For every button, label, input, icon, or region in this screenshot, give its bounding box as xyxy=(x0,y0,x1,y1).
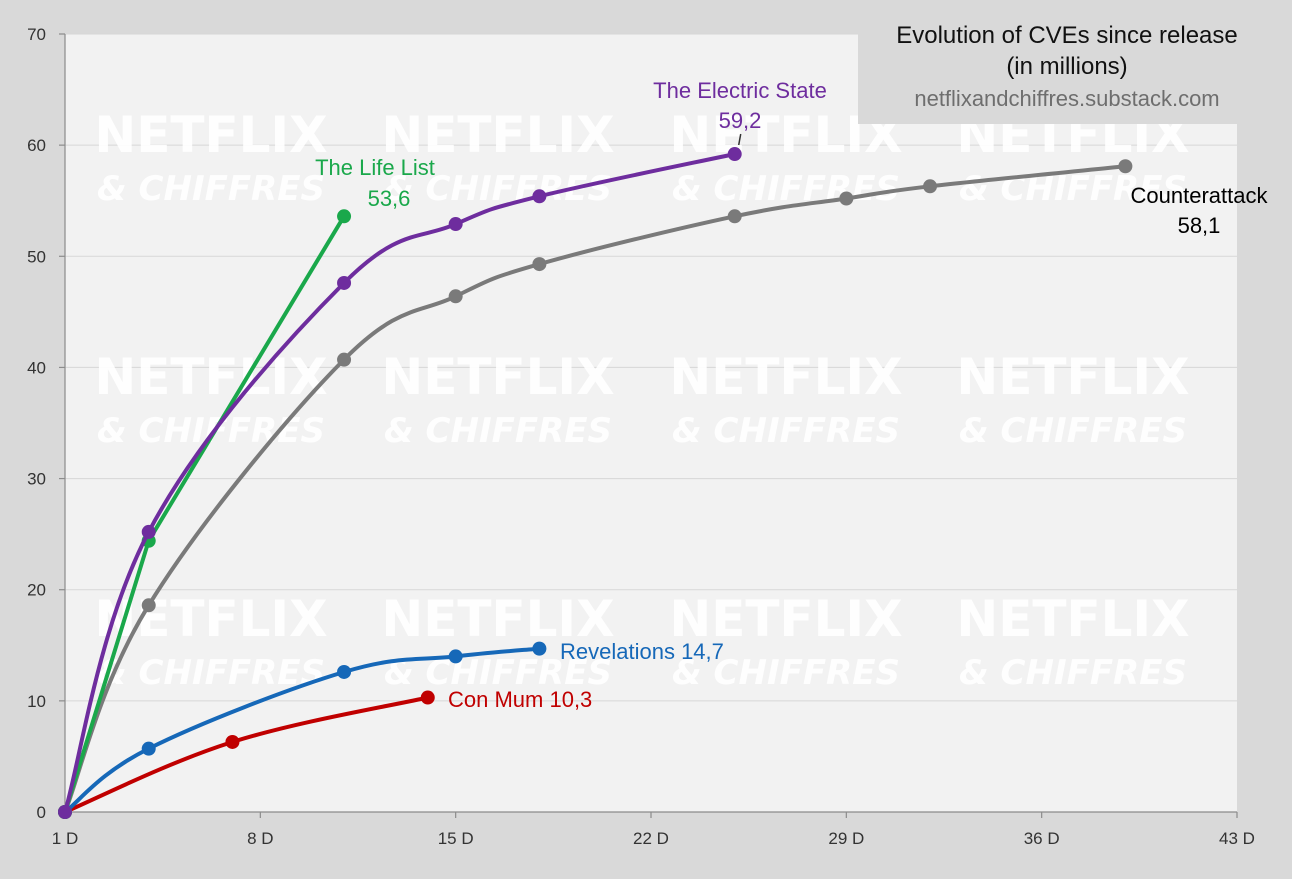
series-label-the-life-list-1: 53,6 xyxy=(368,186,411,211)
data-point-the-electric-state-5 xyxy=(727,147,742,162)
watermark-chiffres-2-3: & CHIFFRES xyxy=(959,653,1187,693)
x-tick-label-8: 8 D xyxy=(247,829,273,848)
watermark-netflix-1-1: NETFLIX xyxy=(381,348,614,406)
watermark-chiffres-1-3: & CHIFFRES xyxy=(959,411,1187,451)
data-point-counterattack-1 xyxy=(141,598,156,613)
watermark-chiffres-2-2: & CHIFFRES xyxy=(672,653,900,693)
y-tick-label-50: 50 xyxy=(27,247,46,266)
watermark-chiffres-1-0: & CHIFFRES xyxy=(97,411,325,451)
data-point-the-life-list-2 xyxy=(337,209,352,224)
data-point-con-mum-1 xyxy=(225,734,240,749)
y-tick-label-60: 60 xyxy=(27,136,46,155)
watermark-netflix-0-0: NETFLIX xyxy=(94,106,327,164)
watermark-chiffres-0-2: & CHIFFRES xyxy=(672,169,900,209)
data-point-counterattack-5 xyxy=(727,209,742,224)
series-line-the-electric-state xyxy=(63,152,737,814)
x-tick-label-22: 22 D xyxy=(633,829,669,848)
watermark-netflix-0-1: NETFLIX xyxy=(381,106,614,164)
data-point-counterattack-3 xyxy=(448,289,463,304)
plot-area xyxy=(65,34,1237,812)
data-point-counterattack-2 xyxy=(337,352,352,367)
x-tick-label-1: 1 D xyxy=(52,829,78,848)
x-tick-label-15: 15 D xyxy=(438,829,474,848)
data-point-counterattack-7 xyxy=(923,179,938,194)
watermark-netflix-1-2: NETFLIX xyxy=(669,348,902,406)
series-label-con-mum-0: Con Mum 10,3 xyxy=(448,687,592,712)
source-credit: netflixandchiffres.substack.com xyxy=(914,86,1220,111)
data-point-the-electric-state-1 xyxy=(141,524,156,539)
watermark-chiffres-2-0: & CHIFFRES xyxy=(97,653,325,693)
data-point-con-mum-2 xyxy=(420,690,435,705)
watermark-netflix-2-3: NETFLIX xyxy=(956,590,1189,648)
data-point-counterattack-8 xyxy=(1118,159,1133,174)
y-tick-label-20: 20 xyxy=(27,581,46,600)
data-point-the-electric-state-0 xyxy=(58,805,72,819)
y-tick-label-10: 10 xyxy=(27,692,46,711)
leader-line-the-electric-state xyxy=(737,133,742,146)
watermark-netflix-1-0: NETFLIX xyxy=(94,348,327,406)
watermark-chiffres-0-3: & CHIFFRES xyxy=(959,169,1187,209)
series-label-counterattack-0: Counterattack xyxy=(1131,183,1269,208)
watermark-netflix-1-3: NETFLIX xyxy=(956,348,1189,406)
chart-title-line-1: Evolution of CVEs since release xyxy=(896,22,1238,49)
series-line-counterattack xyxy=(63,164,1128,814)
y-tick-label-30: 30 xyxy=(27,470,46,489)
data-point-revelations-3 xyxy=(448,649,463,664)
series-line-revelations xyxy=(63,646,542,814)
series-label-revelations-0: Revelations 14,7 xyxy=(560,639,724,664)
y-tick-label-0: 0 xyxy=(37,803,46,822)
data-point-the-electric-state-3 xyxy=(448,217,463,232)
series-label-the-life-list-0: The Life List xyxy=(315,155,435,180)
watermark-chiffres-1-1: & CHIFFRES xyxy=(384,411,612,451)
x-tick-label-29: 29 D xyxy=(828,829,864,848)
data-point-revelations-1 xyxy=(141,741,156,756)
y-tick-label-70: 70 xyxy=(27,25,46,44)
series-label-counterattack-1: 58,1 xyxy=(1178,213,1221,238)
data-point-counterattack-4 xyxy=(532,257,547,272)
chart-title-line-2: (in millions) xyxy=(1006,53,1128,80)
data-point-revelations-2 xyxy=(337,664,352,679)
series-label-the-electric-state-0: The Electric State xyxy=(653,78,827,103)
watermark-netflix-2-1: NETFLIX xyxy=(381,590,614,648)
watermark-chiffres-1-2: & CHIFFRES xyxy=(672,411,900,451)
x-tick-label-43: 43 D xyxy=(1219,829,1255,848)
watermark-netflix-2-2: NETFLIX xyxy=(669,590,902,648)
watermark-netflix-2-0: NETFLIX xyxy=(94,590,327,648)
x-tick-label-36: 36 D xyxy=(1024,829,1060,848)
series-label-the-electric-state-1: 59,2 xyxy=(719,108,762,133)
title-box: Evolution of CVEs since release (in mill… xyxy=(858,14,1276,124)
y-tick-label-40: 40 xyxy=(27,358,46,377)
data-point-the-electric-state-4 xyxy=(532,189,547,204)
data-point-the-electric-state-2 xyxy=(337,275,352,290)
data-point-counterattack-6 xyxy=(839,191,854,206)
data-point-revelations-4 xyxy=(532,641,547,656)
watermark-chiffres-0-0: & CHIFFRES xyxy=(97,169,325,209)
